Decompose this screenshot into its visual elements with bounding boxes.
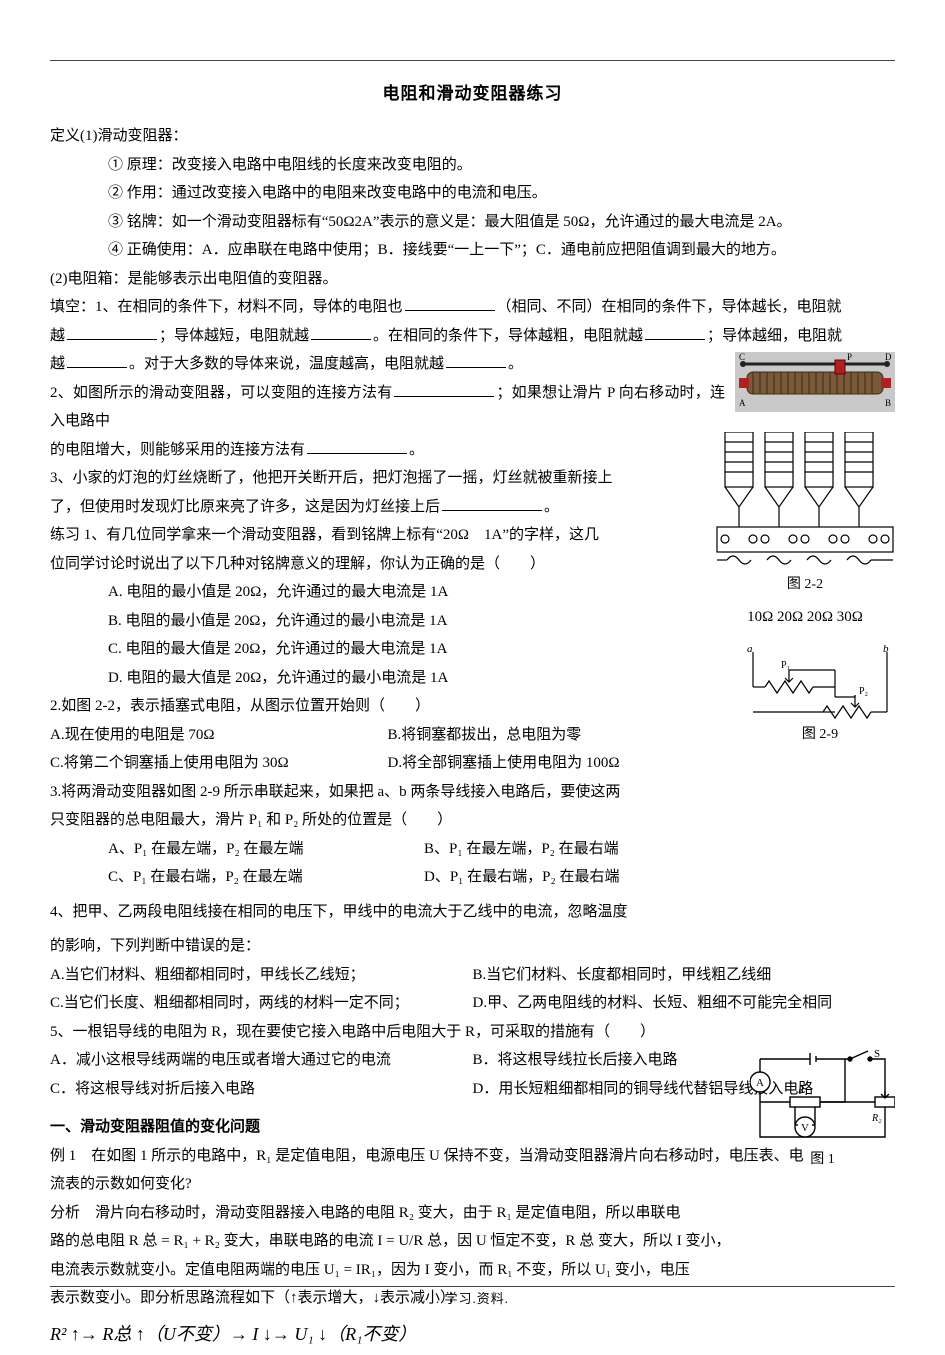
svg-text:C: C	[739, 352, 745, 362]
ex3-row2: C、P₁ 在最右端，P₂ 在最左端 D、P₁ 在最右端，P₂ 在最右端	[50, 863, 895, 892]
ex3-opt-a: A、P₁ 在最左端，P₂ 在最左端	[108, 835, 424, 864]
document-body: 定义(1)滑动变阻器： ① 原理：改变接入电路中电阻线的长度来改变电阻的。 ② …	[50, 122, 895, 1355]
ex4-stem-b: 的影响，下列判断中错误的是：	[50, 932, 895, 961]
figure-series-caption: 图 2-9	[802, 727, 838, 742]
ex3-stem-a: 3.将两滑动变阻器如图 2-9 所示串联起来，如果把 a、b 两条导线接入电路后…	[50, 778, 895, 807]
ex3-opt-d: D、P₁ 在最右端，P₂ 在最右端	[424, 863, 740, 892]
svg-text:A: A	[756, 1077, 764, 1089]
svg-text:R₂: R₂	[871, 1113, 882, 1124]
svg-text:V: V	[801, 1122, 809, 1134]
fill1-d: ；导体越短，电阻就越	[159, 328, 309, 344]
fill3-b: 了，但使用时发现灯比原来亮了许多，这是因为灯丝接上后	[50, 499, 440, 515]
ex3-opt-b: B、P₁ 在最左端，P₂ 在最右端	[424, 835, 740, 864]
ex2-opt-a: A.现在使用的电阻是 70Ω	[50, 721, 388, 750]
def1-p1: ① 原理：改变接入电路中电阻线的长度来改变电阻的。	[50, 151, 895, 180]
fill1-g: 越	[50, 356, 65, 372]
blank-1-2	[67, 325, 157, 340]
page-footer: . 学习.资料.	[0, 1287, 945, 1312]
ex3-opt-c: C、P₁ 在最右端，P₂ 在最左端	[108, 863, 424, 892]
ex4-opt-b: B.当它们材料、长度都相同时，甲线粗乙线细	[473, 961, 896, 990]
def1-head: 定义(1)滑动变阻器：	[50, 122, 895, 151]
svg-text:D: D	[885, 352, 892, 362]
ex4-opt-a: A.当它们材料、粗细都相同时，甲线长乙线短；	[50, 961, 473, 990]
svg-text:S: S	[874, 1048, 880, 1060]
fill1-h: 。对于大多数的导体来说，温度越高，电阻就越	[129, 356, 444, 372]
fill2-c: 的电阻增大，则能够采用的连接方法有	[50, 442, 305, 458]
ana-a: 分析 滑片向右移动时，滑动变阻器接入电路的电阻 R₂ 变大，由于 R₁ 是定值电…	[50, 1199, 895, 1228]
fill1-f: ；导体越细，电阻就	[707, 328, 842, 344]
page: 电阻和滑动变阻器练习 定义(1)滑动变阻器： ① 原理：改变接入电路中电阻线的长…	[0, 0, 945, 1337]
series-svg: a b P₁	[745, 642, 895, 722]
blank-2-1	[394, 382, 494, 397]
ex5-opt-a: A．减小这根导线两端的电压或者增大通过它的电流	[50, 1046, 473, 1075]
blank-1-4	[645, 325, 705, 340]
fill2-d: 。	[409, 442, 424, 458]
figure-plug-resistor: 图 2-2 10Ω 20Ω 20Ω 30Ω	[715, 432, 895, 612]
figure-rheostat: C P D A B	[735, 352, 895, 412]
ex2-opt-c: C.将第二个铜塞插上使用电阻为 30Ω	[50, 749, 388, 778]
fill-1-line2: 越 ；导体越短，电阻就越 。在相同的条件下，导体越粗，电阻就越 ；导体越细，电阻就	[50, 322, 895, 351]
fill2-a: 2、如图所示的滑动变阻器，可以变阻的连接方法有	[50, 385, 392, 401]
analysis-formula: R² ↑→ R总 ↑（U不变）→ I ↓→ U₁ ↓（R₁不变）	[50, 1313, 895, 1355]
svg-text:A: A	[739, 398, 746, 408]
ex4-row1: A.当它们材料、粗细都相同时，甲线长乙线短； B.当它们材料、长度都相同时，甲线…	[50, 961, 895, 990]
def1-p3: ③ 铭牌：如一个滑动变阻器标有“50Ω2A”表示的意义是：最大阻值是 50Ω，允…	[50, 208, 895, 237]
svg-text:a: a	[747, 643, 753, 655]
fill-1-line1: 填空：1、在相同的条件下，材料不同，导体的电阻也 （相同、不同）在相同的条件下，导…	[50, 293, 895, 322]
ana-b: 路的总电阻 R 总 = R₁ + R₂ 变大，串联电路的电流 I = U/R 总…	[50, 1227, 895, 1256]
document-title: 电阻和滑动变阻器练习	[50, 78, 895, 110]
fill1-a: 1、在相同的条件下，材料不同，导体的电阻也	[95, 299, 403, 315]
fill-head: 填空：	[50, 299, 95, 315]
svg-text:P: P	[847, 352, 852, 362]
blank-1-5	[67, 354, 127, 369]
fill1-i: 。	[508, 356, 523, 372]
def2: (2)电阻箱：是能够表示出电阻值的变阻器。	[50, 265, 895, 294]
ex4-row2: C.当它们长度、粗细都相同时，两线的材料一定不同； D.甲、乙两电阻线的材料、长…	[50, 989, 895, 1018]
def1-p2: ② 作用：通过改变接入电路中的电阻来改变电路中的电流和电压。	[50, 179, 895, 208]
ex2-row2: C.将第二个铜塞插上使用电阻为 30Ω D.将全部铜塞插上使用电阻为 100Ω	[50, 749, 895, 778]
fill1-e: 。在相同的条件下，导体越粗，电阻就越	[373, 328, 643, 344]
ex2-opt-b: B.将铜塞都拔出，总电阻为零	[388, 721, 726, 750]
ana-c: 电流表示数就变小。定值电阻两端的电压 U₁ = IR₁，因为 I 变小，而 R₁…	[50, 1256, 895, 1285]
ex4-opt-d: D.甲、乙两电阻线的材料、长短、粗细不可能完全相同	[473, 989, 896, 1018]
svg-text:B: B	[885, 398, 891, 408]
figure-circuit: S R₂ A R₁	[750, 1047, 895, 1167]
fill3-c: 。	[544, 499, 559, 515]
ex4-stem-a: 4、把甲、乙两段电阻线接在相同的电压下，甲线中的电流大于乙线中的电流，忽略温度	[50, 898, 895, 927]
ex3-row1: A、P₁ 在最左端，P₂ 在最左端 B、P₁ 在最左端，P₂ 在最右端	[50, 835, 895, 864]
svg-text:P₂: P₂	[859, 686, 868, 697]
svg-text:b: b	[883, 643, 889, 655]
figure-series-rheostat: a b P₁	[745, 642, 895, 742]
blank-1-1	[405, 297, 495, 312]
fill1-b: （相同、不同）在相同的条件下，导体越长，电阻就	[497, 299, 842, 315]
circuit-svg: S R₂ A R₁	[750, 1047, 895, 1147]
figure-plug-caption: 图 2-2	[787, 577, 823, 592]
blank-3-1	[442, 496, 542, 511]
blank-2-2	[307, 439, 407, 454]
ex5-opt-c: C．将这根导线对折后接入电路	[50, 1075, 473, 1104]
eg1-b: 流表的示数如何变化?	[50, 1170, 895, 1199]
def1-p4: ④ 正确使用：A．应串联在电路中使用；B．接线要“一上一下”；C．通电前应把阻值…	[50, 236, 895, 265]
svg-text:P₁: P₁	[781, 660, 790, 671]
plug-svg	[715, 432, 895, 572]
ex5-stem: 5、一根铝导线的电阻为 R，现在要使它接入电路中后电阻大于 R，可采取的措施有（…	[50, 1018, 895, 1047]
ex2-opt-d: D.将全部铜塞插上使用电阻为 100Ω	[388, 749, 726, 778]
blank-1-3	[311, 325, 371, 340]
svg-text:R₁: R₁	[797, 1085, 808, 1096]
figure-circuit-caption: 图 1	[810, 1152, 835, 1167]
blank-1-6	[446, 354, 506, 369]
rheostat-svg: C P D A B	[735, 352, 895, 412]
ex4-opt-c: C.当它们长度、粗细都相同时，两线的材料一定不同；	[50, 989, 473, 1018]
top-rule	[50, 60, 895, 61]
figure-plug-values: 10Ω 20Ω 20Ω 30Ω	[715, 603, 895, 632]
ex3-stem-b: 只变阻器的总电阻最大，滑片 P₁ 和 P₂ 所处的位置是（ ）	[50, 806, 895, 835]
fill1-c: 越	[50, 328, 65, 344]
